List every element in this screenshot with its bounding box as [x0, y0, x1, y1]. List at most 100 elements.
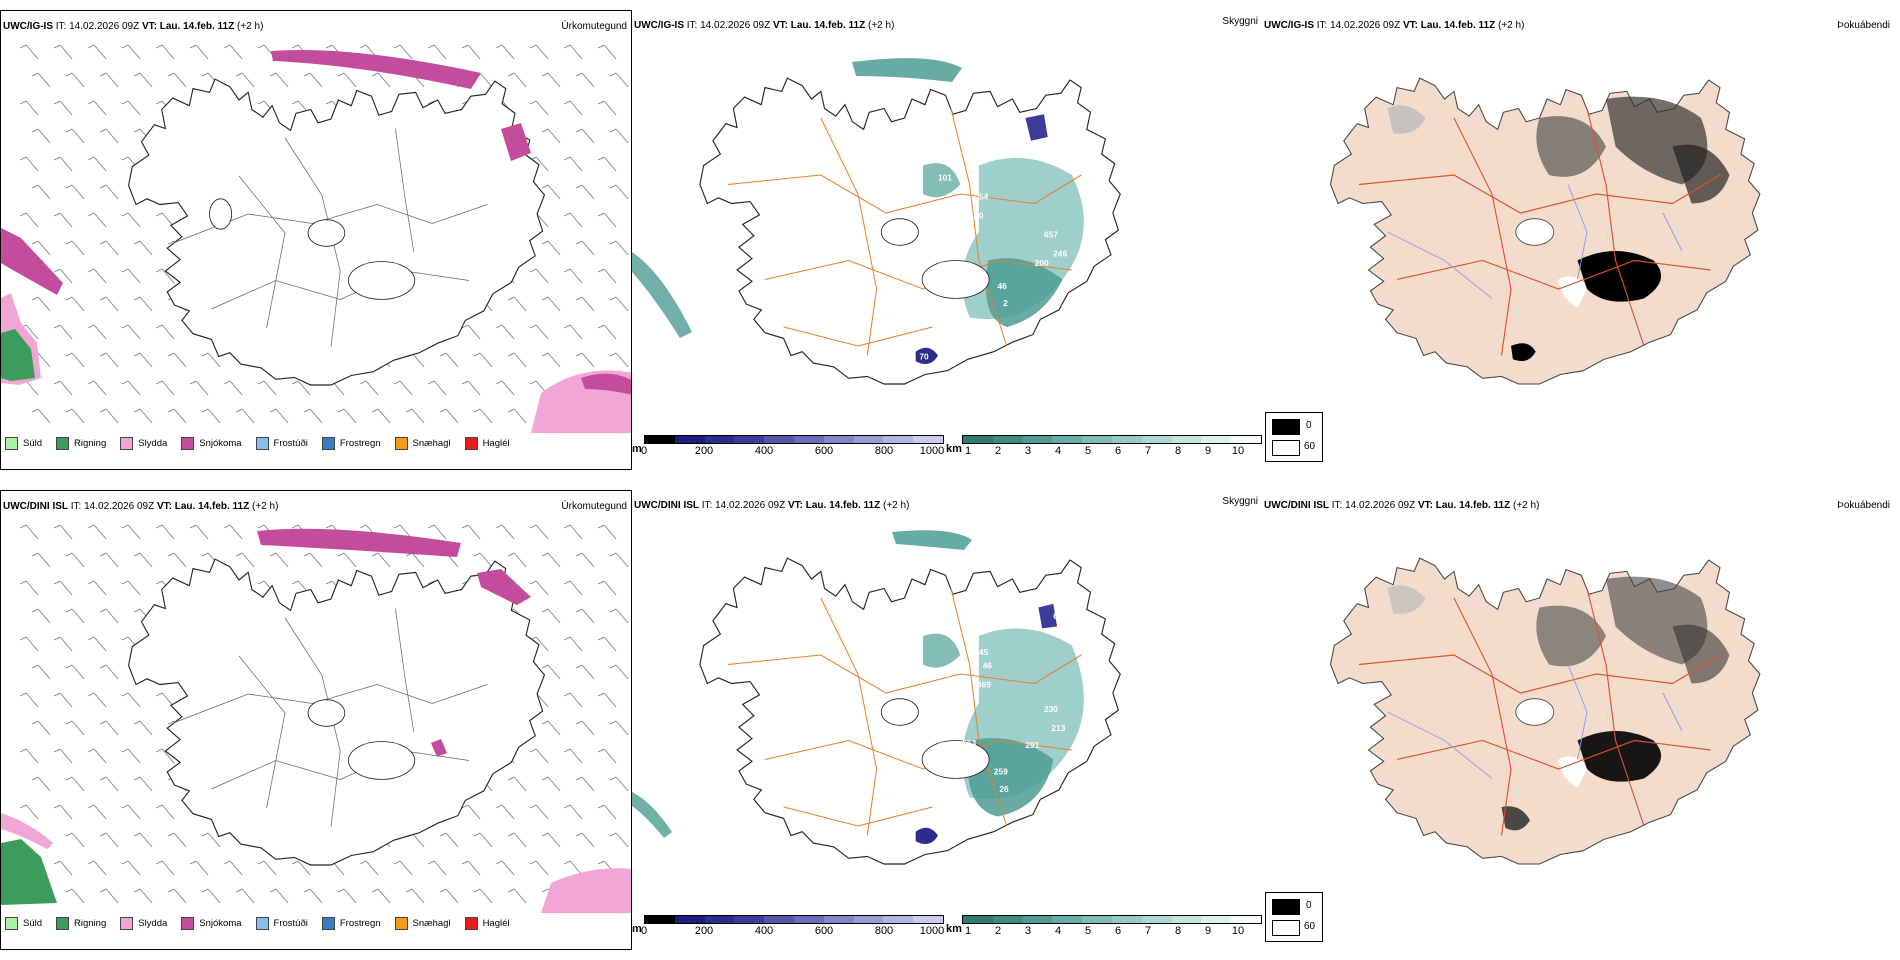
legend-label: Frostregn [339, 918, 381, 929]
tick-label: 4 [1054, 925, 1062, 937]
legend-item: Frostúði [255, 437, 308, 450]
colorbar-cell [853, 916, 884, 923]
colorbar-cell [1201, 916, 1232, 923]
fog-label-60: 60 [1304, 921, 1316, 932]
colorbar-cell [1141, 916, 1172, 923]
legend-swatch [255, 437, 269, 450]
colorbar-unit: m [632, 923, 642, 935]
tick-label: 9 [1204, 445, 1212, 457]
legend-item: Rigning [56, 437, 106, 450]
it-label: IT: [1316, 20, 1328, 31]
fog-swatch-black [1272, 899, 1300, 915]
colorbar-cell [963, 436, 993, 443]
tick-label: 10 [1231, 445, 1245, 457]
tick-label: 200 [694, 445, 714, 457]
colorbar-unit: m [632, 443, 642, 455]
cloud-base-ticks: 0 200 400 600 800 1000 [641, 444, 944, 458]
colorbar-cell [1052, 436, 1083, 443]
model-name: UWC/DINI ISL [634, 500, 699, 511]
snow-area [501, 123, 531, 161]
tick-label: 4 [1054, 445, 1062, 457]
colorbar-cell [1082, 436, 1112, 443]
cloud-base-label: 246 [1053, 249, 1067, 259]
fog-label-60: 60 [1304, 441, 1316, 452]
legend-label: Snæhagl [412, 438, 451, 449]
fog-legend: 0 60 [1265, 892, 1323, 942]
legend-label: Slydda [138, 918, 168, 929]
panel-header: UWC/DINI ISL IT: 14.02.2026 09Z VT: Lau.… [3, 501, 278, 512]
tick-label: 2 [994, 925, 1002, 937]
it-label: IT: [55, 21, 67, 32]
visibility-panel: UWC/IG-IS IT: 14.02.2026 09Z VT: Lau. 14… [632, 10, 1262, 470]
visibility-colorbar: km 1 2 3 4 5 6 7 8 9 10 [946, 435, 1262, 458]
tick-label: 6 [1114, 445, 1122, 457]
it-value: 14.02.2026 09Z [1330, 20, 1401, 31]
it-value: 14.02.2026 09Z [700, 20, 771, 31]
cloud-base-label: 469 [977, 679, 991, 689]
offset-text: (+2 h) [868, 20, 895, 31]
tick-label: 3 [1024, 925, 1032, 937]
legend-item: Snæhagl [394, 917, 451, 930]
colorbar-cell [1201, 436, 1232, 443]
legend-swatch [464, 437, 478, 450]
vt-value: Lau. 14.feb. 11Z [159, 21, 235, 32]
colorbar-cell [645, 436, 675, 443]
visibility-map: 101 54 150 657 246 200 46 2 70 91 [632, 58, 1121, 385]
colorbar-cell [992, 916, 1023, 923]
visibility-ticks: 1 2 3 4 5 6 7 8 9 10 [962, 924, 1262, 938]
panel-header: UWC/IG-IS IT: 14.02.2026 09Z VT: Lau. 14… [634, 20, 894, 31]
visibility-strip [962, 435, 1262, 444]
colorbar-cell [1171, 436, 1202, 443]
tick-label: 800 [874, 445, 894, 457]
colorbar-cell [764, 436, 794, 443]
tick-label: 6 [1114, 925, 1122, 937]
precip-map [1, 44, 631, 433]
legend-label: Rigning [74, 918, 107, 929]
legend-label: Súld [23, 918, 43, 929]
precip-legend: Súld Rigning Slydda Snjókoma Frostúði Fr… [5, 917, 510, 930]
tick-label: 5 [1084, 925, 1092, 937]
colorbar-cell [913, 916, 943, 923]
model-name: UWC/IG-IS [634, 20, 684, 31]
fog-map [1329, 557, 1761, 865]
offset-text: (+2 h) [237, 21, 264, 32]
colorbar-cell [674, 436, 705, 443]
tick-label: 10 [1231, 925, 1245, 937]
legend-swatch [181, 437, 195, 450]
row-dini-isl: UWC/DINI ISL IT: 14.02.2026 09Z VT: Lau.… [0, 490, 1900, 960]
fog-map [1329, 77, 1761, 385]
panel-title: Skyggni [1222, 16, 1258, 27]
fog-panel: UWC/IG-IS IT: 14.02.2026 09Z VT: Lau. 14… [1262, 10, 1900, 470]
legend-label: Frostúði [273, 438, 308, 449]
cloud-base-label: 101 [938, 173, 952, 183]
iceland-outline [128, 78, 546, 386]
legend-item: Rigning [56, 917, 106, 930]
fog-panel: UWC/DINI ISL IT: 14.02.2026 09Z VT: Lau.… [1262, 490, 1900, 950]
precip-legend: Súld Rigning Slydda Snjókoma Frostúði Fr… [5, 437, 510, 450]
colorbar-cell [1111, 916, 1142, 923]
visibility-panel: UWC/DINI ISL IT: 14.02.2026 09Z VT: Lau.… [632, 490, 1262, 950]
it-label: IT: [686, 20, 698, 31]
legend-label: Haglél [482, 438, 510, 449]
vt-label: VT: [787, 500, 803, 511]
tick-label: 0 [640, 925, 648, 937]
tick-label: 8 [1174, 445, 1182, 457]
panel-title: Úrkomutegund [561, 501, 627, 512]
legend-swatch [120, 917, 134, 930]
cloud-base-label: 54 [979, 192, 989, 202]
offset-text: (+2 h) [1498, 20, 1525, 31]
colorbar-cell [704, 916, 735, 923]
legend-swatch [5, 917, 18, 930]
tick-label: 1 [964, 445, 972, 457]
offset-text: (+2 h) [883, 500, 910, 511]
cloud-base-label: 657 [1044, 230, 1058, 240]
colorbar-cell [793, 436, 824, 443]
cloud-base-label: 46 [983, 660, 993, 670]
legend-item: Frostregn [321, 917, 381, 930]
model-name: UWC/IG-IS [1264, 20, 1314, 31]
snow-area [271, 49, 481, 89]
colorbar-cell [1111, 436, 1142, 443]
colorbar-cell [823, 436, 854, 443]
precip-type-panel: UWC/DINI ISL IT: 14.02.2026 09Z VT: Lau.… [0, 490, 632, 950]
tick-label: 600 [814, 445, 834, 457]
